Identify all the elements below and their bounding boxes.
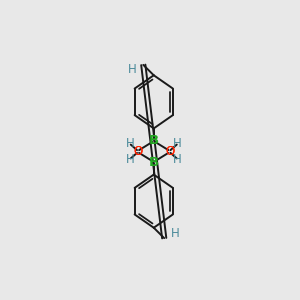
- Text: O: O: [165, 145, 174, 158]
- Text: H: H: [173, 137, 182, 150]
- Text: O: O: [133, 145, 142, 158]
- Text: O: O: [133, 145, 142, 158]
- Text: H: H: [171, 227, 180, 241]
- Text: H: H: [173, 153, 182, 166]
- Text: H: H: [125, 137, 134, 150]
- Text: H: H: [125, 153, 134, 166]
- Text: H: H: [128, 62, 136, 76]
- Text: O: O: [165, 145, 174, 158]
- Text: B: B: [149, 134, 159, 147]
- Text: B: B: [149, 156, 159, 169]
